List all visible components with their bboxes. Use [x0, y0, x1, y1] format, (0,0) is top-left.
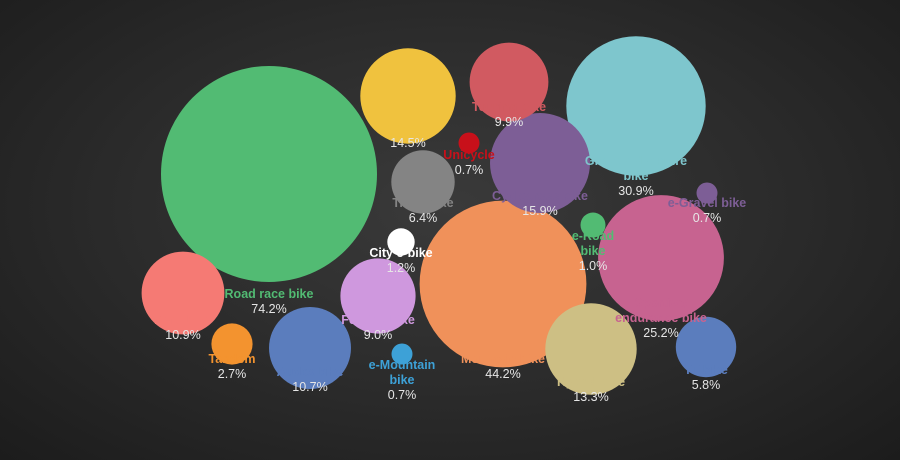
bubble-city-e-bike [387, 228, 415, 256]
bubble-track-bike [391, 150, 455, 214]
bubble-city-bike [360, 48, 456, 144]
bubble-e-road-bike [580, 212, 606, 238]
bubble-touring-bike [469, 42, 549, 122]
bubble-audax-bike [269, 307, 351, 389]
bubble-tt-bike [675, 316, 737, 378]
bubble-folding-bike [340, 258, 416, 334]
bubble-e-gravel-bike [696, 182, 718, 204]
bubble-tandem [211, 323, 253, 365]
bubble-sportive-endurance-bike [598, 195, 724, 321]
bubble-e-mountain-bike [391, 343, 413, 365]
bubble-aero-bike [141, 251, 225, 335]
bubble-mountain-bike [419, 200, 587, 368]
bubble-road-race-bike [161, 66, 377, 282]
bubble-hybrid-bike [545, 303, 637, 395]
bubble-unicycle [458, 132, 480, 154]
bubble-gravel-adventure-bike [566, 36, 706, 176]
bubble-cyclocross-bike [490, 113, 590, 213]
